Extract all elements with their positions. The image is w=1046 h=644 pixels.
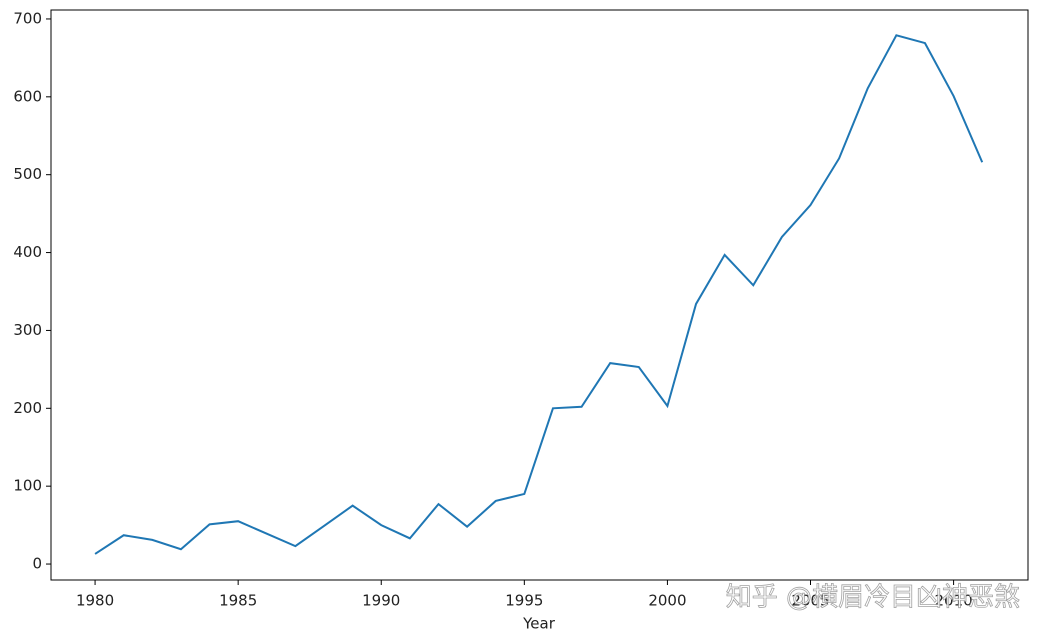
y-tick-label: 500	[13, 165, 42, 183]
y-tick-label: 600	[13, 87, 42, 105]
x-tick-label: 1985	[219, 592, 257, 610]
y-tick-label: 0	[32, 555, 42, 573]
y-tick-label: 400	[13, 243, 42, 261]
x-tick-label: 2005	[791, 592, 829, 610]
watermark: 知乎 @横眉冷目凶神恶煞	[726, 583, 1020, 613]
x-tick-label: 1980	[76, 592, 114, 610]
plot-frame	[50, 9, 1029, 581]
line	[94, 34, 984, 555]
x-tick-label: 1995	[505, 592, 543, 610]
y-tick-label: 100	[13, 477, 42, 495]
x-axis-label: Year	[522, 615, 556, 633]
x-tick-label: 2000	[648, 592, 686, 610]
x-tick-label: 2010	[935, 592, 973, 610]
x-tick-label: 1990	[362, 592, 400, 610]
y-tick-label: 700	[13, 9, 42, 27]
y-tick-label: 300	[13, 321, 42, 339]
y-tick-label: 200	[13, 399, 42, 417]
